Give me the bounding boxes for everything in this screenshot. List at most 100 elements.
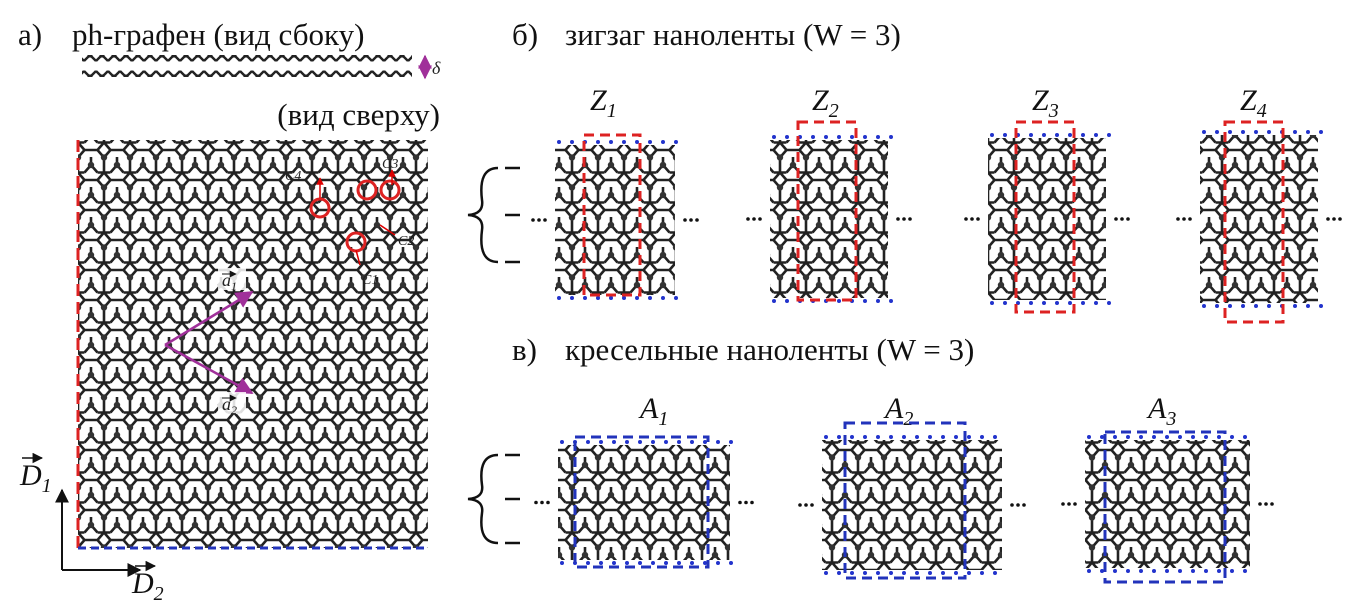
- h-atom: [674, 140, 678, 144]
- h-atom: [560, 440, 564, 444]
- h-atom: [1068, 301, 1072, 305]
- h-atom: [967, 571, 971, 575]
- ellipsis-dot: [758, 217, 762, 221]
- vector-index: 1: [231, 279, 237, 293]
- ribbon-index: 1: [607, 100, 617, 122]
- ellipsis-dot: [738, 501, 742, 505]
- ellipsis-dot: [902, 217, 906, 221]
- h-atom: [1178, 435, 1182, 439]
- vector-index: 2: [231, 403, 237, 417]
- h-atom: [586, 440, 590, 444]
- h-atom: [661, 140, 665, 144]
- ellipsis-dot: [546, 501, 550, 505]
- h-atom: [1068, 133, 1072, 137]
- h-atom: [1306, 304, 1310, 308]
- h-atom: [1081, 133, 1085, 137]
- h-atom: [954, 435, 958, 439]
- h-atom: [967, 435, 971, 439]
- h-atom: [928, 571, 932, 575]
- h-atom: [674, 296, 678, 300]
- h-atom: [729, 440, 733, 444]
- h-atom: [648, 140, 652, 144]
- ribbon: [822, 440, 1002, 570]
- h-atom: [837, 435, 841, 439]
- h-atom: [1267, 304, 1271, 308]
- h-atom: [772, 299, 776, 303]
- ellipsis-dot: [1016, 503, 1020, 507]
- h-atom: [586, 561, 590, 565]
- h-atom: [1165, 569, 1169, 573]
- h-atom: [612, 440, 616, 444]
- h-atom: [785, 299, 789, 303]
- h-atom: [1107, 133, 1111, 137]
- h-atom: [703, 440, 707, 444]
- direction-symbol: D: [131, 567, 154, 600]
- h-atom: [1087, 435, 1091, 439]
- ribbon-label: Z3: [1032, 84, 1059, 122]
- h-atom: [889, 135, 893, 139]
- ellipsis-dot: [689, 218, 693, 222]
- ribbon-index: 2: [903, 408, 913, 430]
- h-atom: [837, 299, 841, 303]
- vector-symbol: a: [222, 270, 231, 290]
- h-atom: [690, 561, 694, 565]
- ribbon: [1200, 135, 1318, 303]
- h-atom: [915, 435, 919, 439]
- direction-index: 1: [42, 475, 52, 497]
- h-atom: [1217, 569, 1221, 573]
- thickness-label: δ: [432, 58, 441, 78]
- h-atom: [1152, 569, 1156, 573]
- h-atom: [1254, 130, 1258, 134]
- ribbon-symbol: Z: [590, 84, 607, 117]
- h-atom: [1113, 569, 1117, 573]
- panel-label: в): [512, 332, 537, 367]
- ellipsis-dot: [1188, 217, 1192, 221]
- h-atom: [993, 571, 997, 575]
- atom-label: C4: [285, 169, 301, 184]
- h-atom: [1241, 304, 1245, 308]
- h-atom: [1228, 130, 1232, 134]
- h-atom: [1042, 301, 1046, 305]
- h-atom: [1003, 133, 1007, 137]
- h-atom: [638, 561, 642, 565]
- panel-label: а): [18, 17, 42, 52]
- ellipsis-dot: [1264, 502, 1268, 506]
- ellipsis-dot: [1182, 217, 1186, 221]
- ribbon-label: Z1: [590, 84, 617, 122]
- ribbon-symbol: Z: [812, 84, 829, 117]
- h-atom: [1081, 301, 1085, 305]
- h-atom: [889, 299, 893, 303]
- h-atom: [1100, 435, 1104, 439]
- h-atom: [876, 135, 880, 139]
- h-atom: [677, 561, 681, 565]
- ellipsis-dot: [1120, 217, 1124, 221]
- vector-symbol: a: [222, 394, 231, 414]
- ribbon-index: 3: [1165, 408, 1176, 430]
- h-atom: [716, 561, 720, 565]
- ribbon-label: Z2: [812, 84, 839, 122]
- h-atom: [1217, 435, 1221, 439]
- atom-label: C2: [398, 234, 414, 249]
- ellipsis-dot: [537, 218, 541, 222]
- h-atom: [941, 571, 945, 575]
- h-atom: [902, 571, 906, 575]
- h-atom: [1230, 569, 1234, 573]
- h-atom: [837, 571, 841, 575]
- h-atom: [1100, 569, 1104, 573]
- h-atom: [635, 296, 639, 300]
- h-atom: [1202, 304, 1206, 308]
- ribbon-symbol: A: [638, 392, 659, 425]
- atom-label: C3: [382, 157, 398, 172]
- h-atom: [557, 140, 561, 144]
- ellipsis-dot: [976, 217, 980, 221]
- ellipsis-dot: [540, 501, 544, 505]
- h-atom: [651, 440, 655, 444]
- h-atom: [889, 435, 893, 439]
- h-atom: [1293, 304, 1297, 308]
- h-atom: [1094, 133, 1098, 137]
- h-atom: [583, 296, 587, 300]
- ellipsis-dot: [1258, 502, 1262, 506]
- h-atom: [1191, 569, 1195, 573]
- h-atom: [609, 140, 613, 144]
- h-atom: [664, 440, 668, 444]
